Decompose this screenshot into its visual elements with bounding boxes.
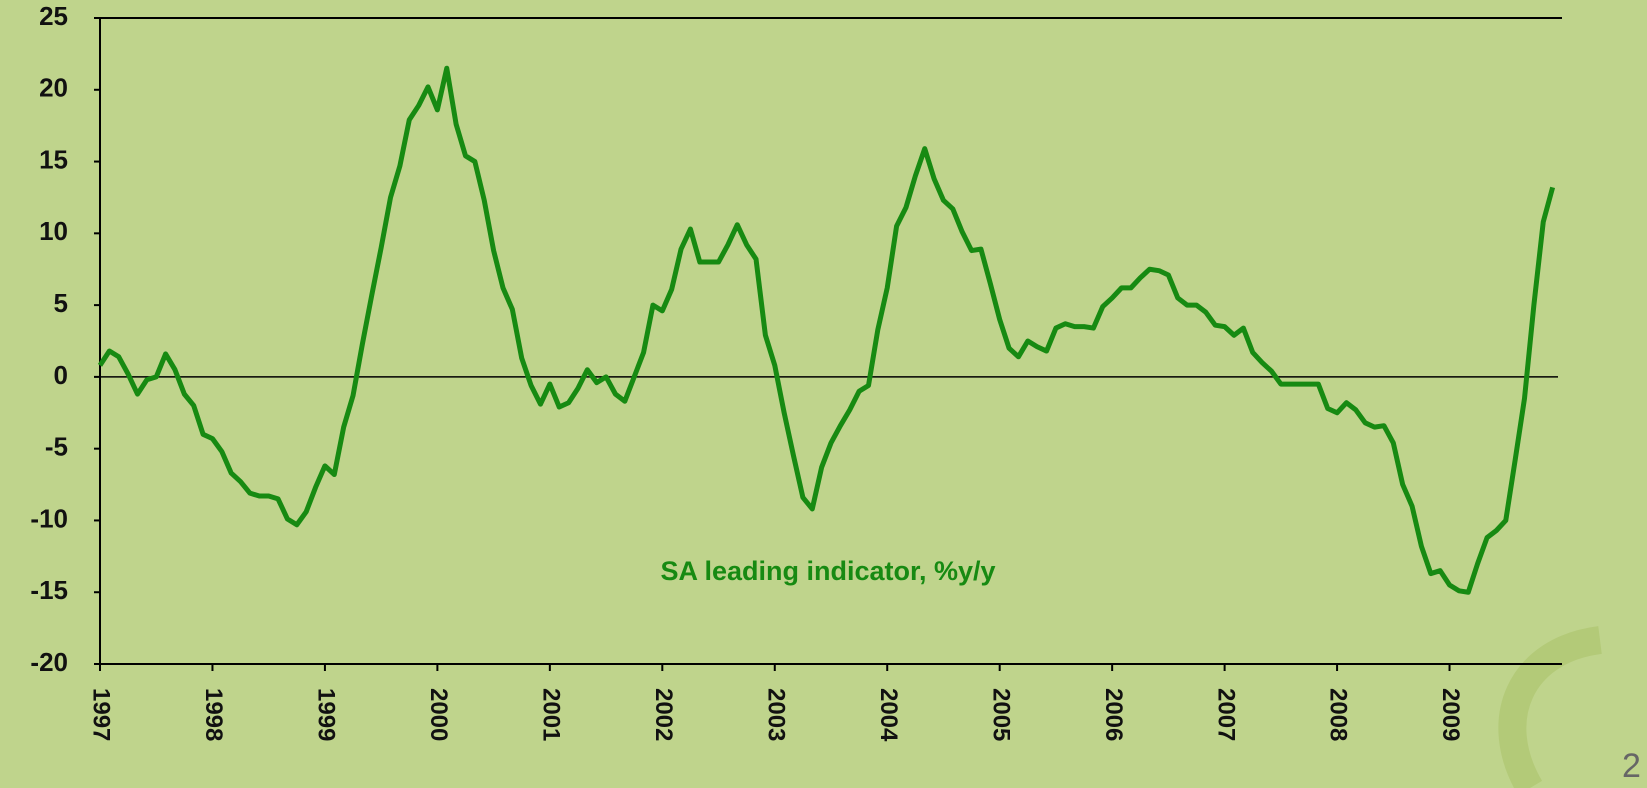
page-number: 2 bbox=[1622, 747, 1641, 785]
y-tick-label: 5 bbox=[54, 288, 68, 318]
x-tick-label: 1998 bbox=[200, 688, 227, 741]
x-tick-label: 1997 bbox=[88, 688, 115, 741]
x-tick-label: 2006 bbox=[1100, 688, 1127, 741]
y-tick-label: -15 bbox=[30, 575, 68, 605]
logo-swoosh bbox=[1498, 626, 1603, 788]
x-tick-label: 2008 bbox=[1325, 688, 1352, 741]
series-label: SA leading indicator, %y/y bbox=[660, 556, 995, 586]
y-tick-label: 0 bbox=[54, 360, 68, 390]
x-tick-label: 1999 bbox=[313, 688, 340, 741]
x-tick-label: 2009 bbox=[1437, 688, 1464, 741]
x-tick-label: 2005 bbox=[987, 688, 1014, 741]
x-tick-label: 2007 bbox=[1212, 688, 1239, 741]
x-tick-label: 2003 bbox=[762, 688, 789, 741]
x-tick-label: 2002 bbox=[650, 688, 677, 741]
data-line bbox=[97, 65, 1556, 595]
y-tick-label: -5 bbox=[45, 432, 68, 462]
y-tick-label: -10 bbox=[30, 503, 68, 533]
y-tick-label: 10 bbox=[39, 216, 68, 246]
x-tick-label: 2000 bbox=[425, 688, 452, 741]
y-tick-label: 20 bbox=[39, 73, 68, 103]
x-tick-label: 2001 bbox=[538, 688, 565, 741]
y-tick-label: 15 bbox=[39, 144, 68, 174]
y-tick-label: 25 bbox=[39, 1, 68, 31]
y-tick-label: -20 bbox=[30, 647, 68, 677]
x-tick-label: 2004 bbox=[875, 688, 902, 742]
